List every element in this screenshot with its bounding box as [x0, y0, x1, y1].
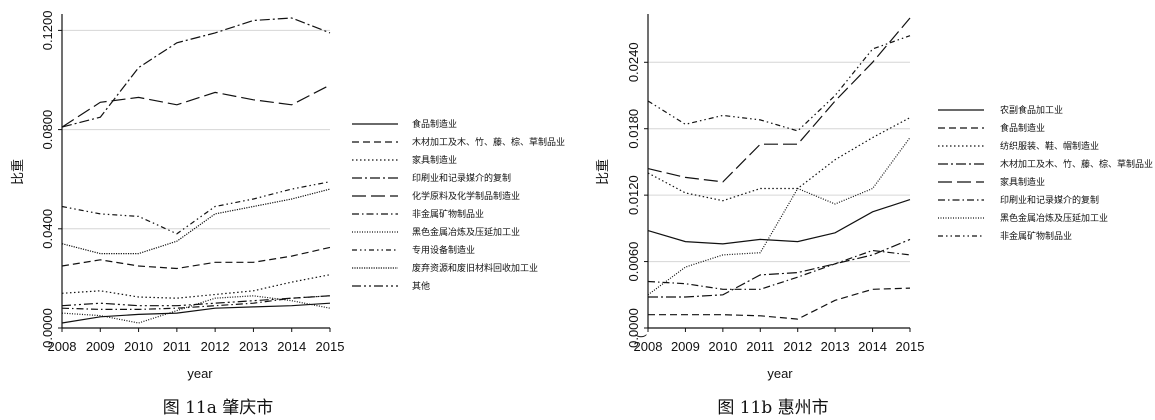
legend-label: 木材加工及木、竹、藤、棕、草制品业	[1000, 158, 1153, 170]
x-tick-label: 2009	[671, 339, 700, 354]
chart-huizhou: 0.0000 0.0060 0.0120 0.0180 0.0240 2008 2009 20…	[595, 14, 1153, 418]
x-tick-label: 2011	[746, 339, 774, 354]
legend-label: 专用设备制造业	[412, 244, 475, 256]
series-line	[647, 137, 911, 296]
legend-label: 印刷业和记录媒介的复制	[1000, 194, 1099, 206]
x-tick-label: 2014	[277, 339, 306, 354]
series-line	[61, 188, 331, 255]
y-tick-label: 0.0400	[40, 209, 55, 249]
series-line	[61, 302, 331, 324]
y-tick-label: 0.0240	[626, 42, 641, 82]
legend-label: 印刷业和记录媒介的复制	[412, 172, 511, 184]
y-tick-label: 0.0000	[626, 308, 641, 348]
legend-label: 黑色金属冶炼及压延加工业	[412, 226, 520, 238]
series-line	[647, 17, 911, 183]
figure-caption: 图 11a 肇庆市	[163, 398, 274, 418]
x-tick-label: 2013	[821, 339, 850, 354]
series-line	[648, 238, 911, 298]
legend-label: 家具制造业	[1000, 176, 1045, 188]
x-tick-label: 2015	[896, 339, 925, 354]
x-axis-title: year	[187, 366, 213, 381]
y-axis-title: 比重	[10, 159, 26, 185]
y-tick-label: 0.0120	[626, 175, 641, 215]
x-axis-title: year	[767, 366, 793, 381]
x-tick-label: 2015	[316, 339, 345, 354]
x-tick-label: 2013	[239, 339, 268, 354]
series-line	[61, 17, 331, 128]
y-tick-label: 0.0800	[40, 110, 55, 150]
series-line	[61, 274, 331, 299]
x-tick-label: 2014	[858, 339, 887, 354]
x-tick-label: 2011	[163, 339, 191, 354]
axis-stray-mark: (	[633, 334, 647, 338]
x-tick-label: 2008	[48, 339, 77, 354]
y-axis-title: 比重	[595, 159, 611, 185]
series-line	[61, 84, 331, 128]
legend-label: 其他	[412, 280, 430, 292]
series-line	[61, 295, 331, 307]
series-line	[647, 117, 911, 202]
legend-label: 纺织服装、鞋、帽制造业	[1000, 140, 1099, 152]
legend-label: 食品制造业	[1000, 122, 1045, 134]
series-line	[647, 249, 911, 290]
x-tick-label: 2012	[783, 339, 812, 354]
legend-label: 农副食品加工业	[1000, 104, 1063, 116]
legend-label: 家具制造业	[412, 154, 457, 166]
figure-caption: 图 11b 惠州市	[717, 398, 828, 418]
legend-label: 废弃资源和废旧材料回收加工业	[412, 262, 538, 274]
legend-label: 化学原料及化学制品制造业	[412, 190, 520, 202]
legend-label: 非金属矿物制品业	[412, 208, 484, 220]
series-line	[647, 35, 911, 132]
y-tick-label: 0.0060	[626, 242, 641, 282]
y-tick-label: 0.0000	[40, 308, 55, 348]
legend-label: 食品制造业	[412, 118, 457, 130]
series-line	[647, 199, 911, 245]
chart-zhaoqing: 0.0000 0.0400 0.0800 0.1200 2008 2009 2010 2011…	[10, 11, 565, 418]
x-tick-label: 2009	[86, 339, 115, 354]
y-tick-label: 0.0180	[626, 109, 641, 149]
x-tick-label: 2012	[201, 339, 230, 354]
legend-label: 木材加工及木、竹、藤、棕、草制品业	[412, 136, 565, 148]
series-line	[61, 246, 331, 270]
series-line	[61, 181, 331, 235]
legend-label: 黑色金属冶炼及压延加工业	[1000, 212, 1108, 224]
legend-label: 非金属矿物制品业	[1000, 230, 1072, 242]
y-tick-label: 0.1200	[40, 11, 55, 51]
series-line	[648, 287, 911, 320]
x-tick-label: 2008	[634, 339, 663, 354]
x-tick-label: 2010	[124, 339, 153, 354]
x-tick-label: 2010	[708, 339, 737, 354]
